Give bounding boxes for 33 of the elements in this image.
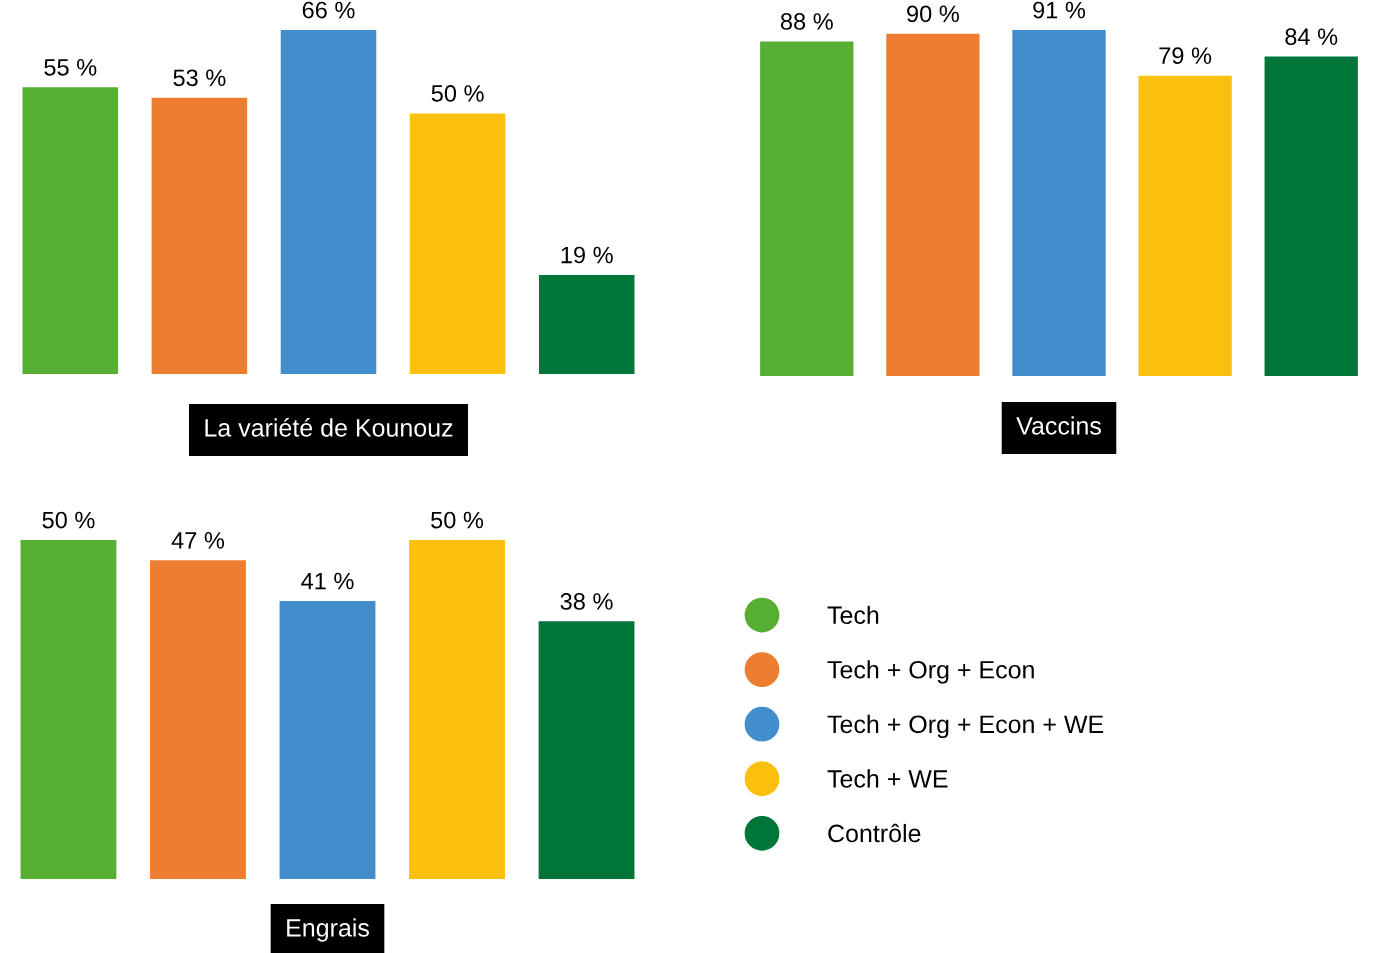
bar [886, 33, 980, 376]
text: Vaccins [1016, 416, 1101, 435]
bar [409, 113, 506, 374]
legend-label: Tech + Org + Econ [827, 660, 1034, 684]
data-label: 47 % [171, 532, 225, 549]
bar [151, 97, 248, 374]
data-label: 19 % [561, 246, 613, 264]
data-label: 50 % [431, 85, 484, 102]
data-label: 41 % [301, 572, 354, 590]
bar [1264, 56, 1358, 376]
data-label: 50 % [431, 511, 484, 529]
legend-label: Tech [827, 605, 879, 625]
data-label: 88 % [780, 13, 833, 30]
data-label: 55 % [44, 59, 97, 76]
data-label: 84 % [1285, 28, 1338, 45]
data-label: 66 % [302, 1, 355, 19]
legend-label: Contrôle [828, 823, 921, 843]
data-label: 79 % [1159, 47, 1212, 65]
bar [1012, 30, 1106, 376]
bar [538, 274, 635, 374]
data-label: 53 % [173, 69, 226, 87]
bar [1138, 75, 1232, 376]
data-label: 90 % [907, 5, 959, 23]
legend-label: Tech + WE [827, 769, 948, 788]
bar [22, 87, 119, 374]
data-label: 38 % [560, 593, 613, 610]
bar [760, 41, 854, 376]
data-label: 91 % [1033, 1, 1086, 19]
data-label: 50 % [42, 511, 95, 529]
text: Engrais [287, 918, 369, 942]
legend-label: Tech + Org + Econ + WE [827, 714, 1104, 739]
bar [280, 30, 377, 374]
text: La variété de Kounouz [205, 418, 453, 437]
